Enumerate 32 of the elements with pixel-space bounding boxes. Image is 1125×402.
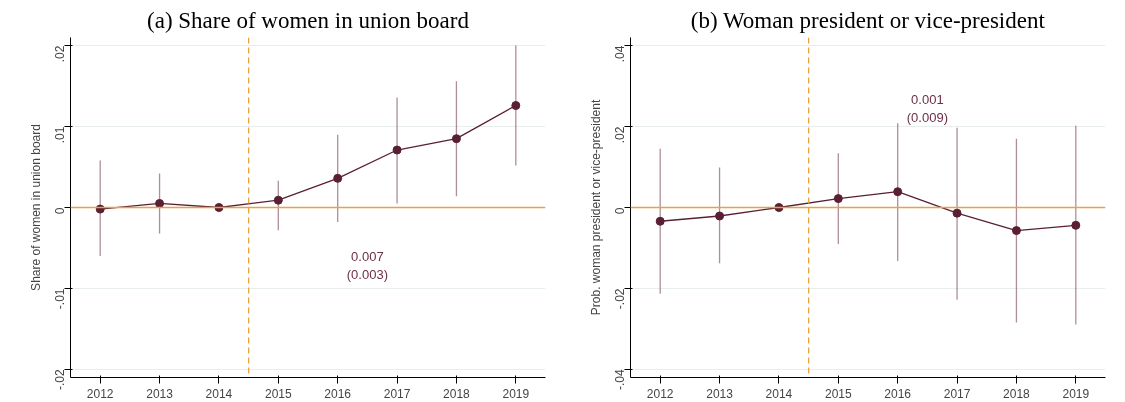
x-tick-label: 2012 — [646, 386, 674, 401]
x-tick-label: 2016 — [324, 386, 352, 401]
x-tick-label: 2018 — [443, 386, 471, 401]
x-tick-label: 2014 — [765, 386, 793, 401]
x-tick-label: 2016 — [884, 386, 912, 401]
x-tick-label: 2019 — [502, 386, 530, 401]
y-tick-label: -.02 — [53, 369, 67, 391]
y-tick-label: -.04 — [613, 369, 627, 391]
x-tick-label: 2017 — [943, 386, 971, 401]
x-tick-label: 2019 — [1062, 386, 1090, 401]
y-axis-title: Share of women in union board — [28, 124, 43, 291]
y-tick-label: .04 — [613, 45, 627, 63]
x-tick-label: 2015 — [264, 386, 292, 401]
x-tick-label: 2014 — [205, 386, 233, 401]
y-tick-label: .01 — [53, 126, 67, 144]
y-tick-label: -.01 — [53, 288, 67, 310]
y-tick-label: .02 — [613, 126, 627, 144]
y-tick-label: 0 — [53, 207, 67, 215]
chart-title: (a) Share of women in union board — [147, 7, 470, 33]
y-tick-label: 0 — [613, 207, 627, 215]
x-tick-label: 2013 — [146, 386, 174, 401]
y-axis-title: Prob. woman president or vice-president — [588, 99, 603, 316]
annotation: 0.001 (0.009) — [906, 92, 948, 126]
x-tick-label: 2012 — [86, 386, 114, 401]
y-tick-label: -.02 — [613, 288, 627, 310]
x-tick-label: 2015 — [824, 386, 852, 401]
chart-title: (b) Woman president or vice-president — [690, 7, 1046, 33]
annotation: 0.007 (0.003) — [346, 248, 388, 282]
x-tick-label: 2013 — [706, 386, 734, 401]
x-tick-label: 2017 — [383, 386, 411, 401]
y-tick-label: .02 — [53, 45, 67, 63]
x-tick-label: 2018 — [1003, 386, 1031, 401]
